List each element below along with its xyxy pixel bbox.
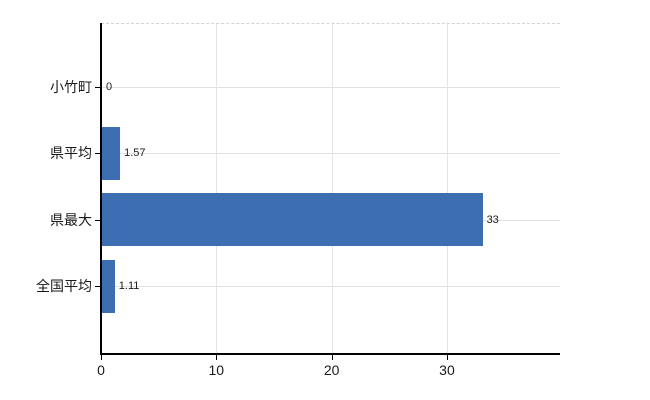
x-axis-line (100, 353, 560, 355)
value-label: 1.57 (124, 147, 146, 160)
vertical-gridline (446, 23, 448, 354)
y-axis-tick (95, 87, 101, 88)
horizontal-gridline (101, 87, 560, 88)
horizontal-gridline (101, 286, 560, 288)
x-axis-tick (331, 354, 333, 360)
category-label: 県最大 (50, 211, 92, 228)
bar (102, 259, 115, 313)
bar (102, 193, 483, 247)
x-axis-tick (216, 354, 218, 360)
vertical-gridline (216, 23, 218, 354)
x-axis-tick (101, 354, 102, 360)
x-tick-label: 0 (97, 362, 105, 378)
vertical-gridline (331, 23, 333, 354)
y-axis-line (100, 23, 102, 355)
y-axis-tick (95, 153, 101, 155)
horizontal-gridline (101, 153, 560, 155)
y-axis-tick (95, 286, 101, 288)
value-label: 1.11 (118, 280, 140, 293)
x-tick-label: 30 (439, 362, 455, 378)
value-label: 33 (486, 213, 499, 226)
y-axis-tick (95, 219, 101, 221)
plot-top-border (101, 23, 560, 24)
category-label: 小竹町 (50, 79, 92, 95)
x-axis-tick (446, 354, 448, 360)
x-tick-label: 20 (323, 362, 340, 378)
category-label: 県平均 (50, 145, 92, 162)
x-tick-label: 10 (208, 362, 225, 378)
bar (102, 126, 121, 180)
category-label: 全国平均 (36, 278, 92, 295)
value-label: 0 (106, 81, 113, 93)
